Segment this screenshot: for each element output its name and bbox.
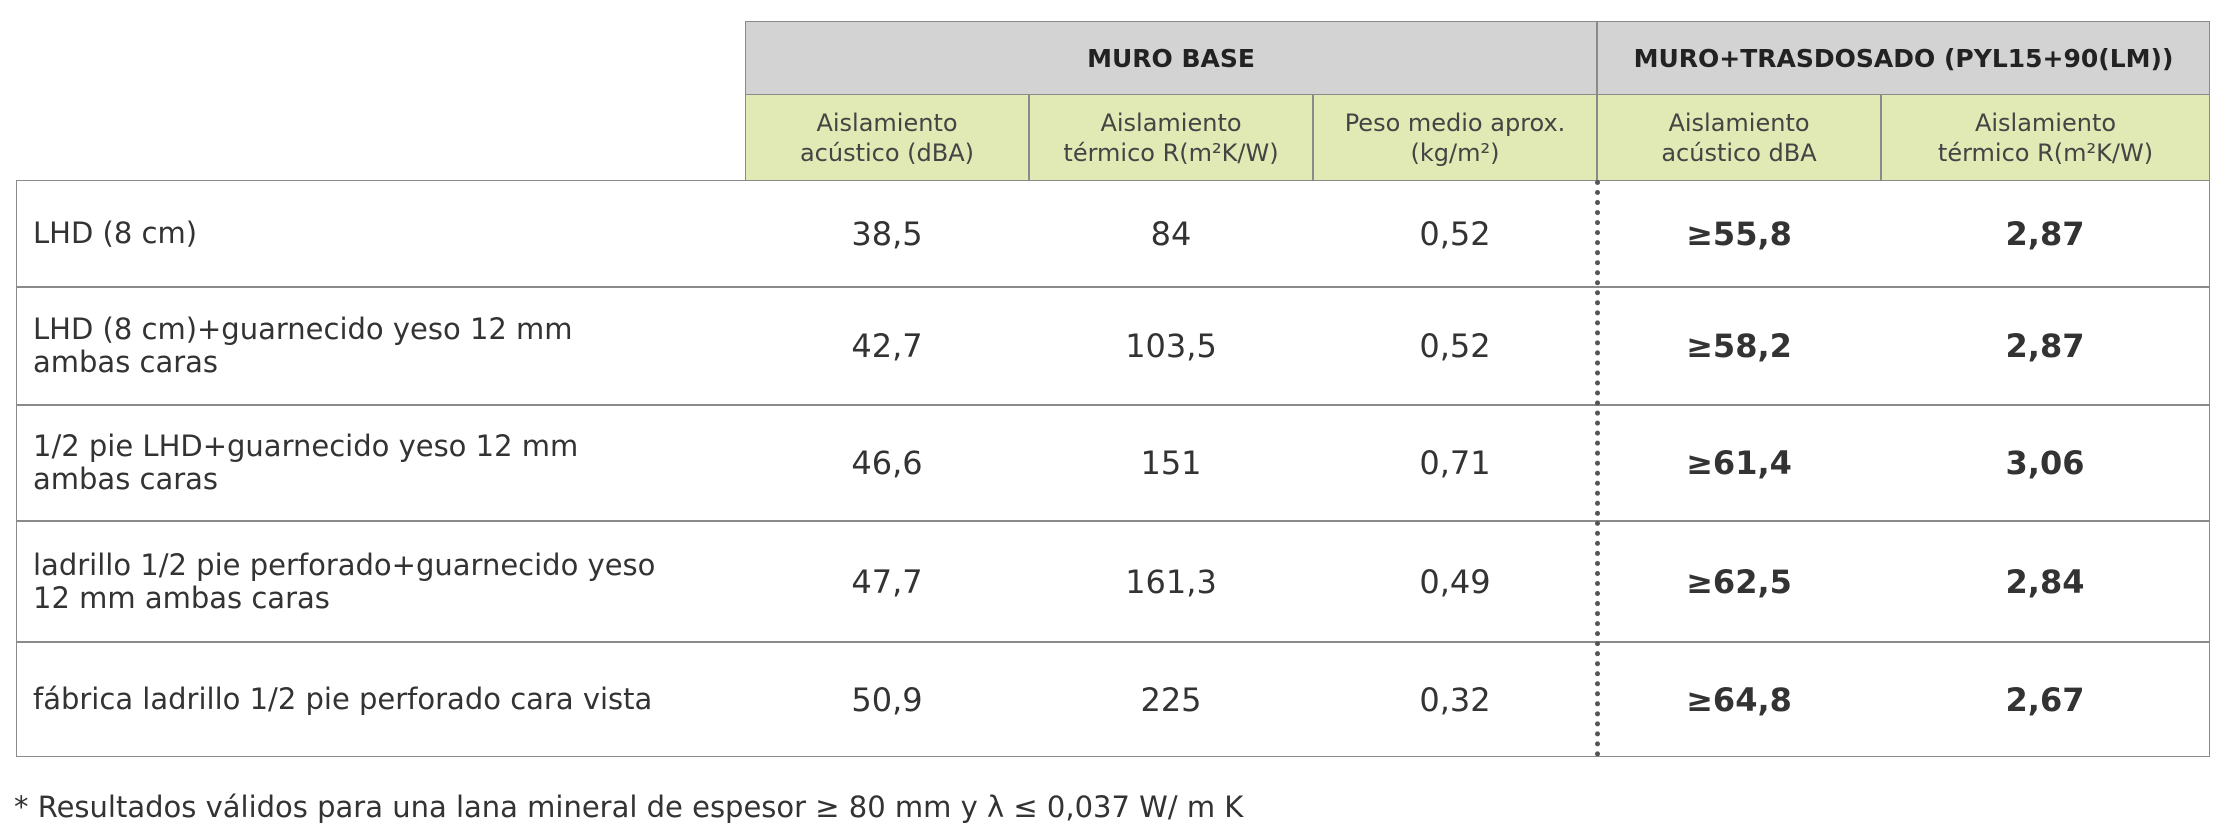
row-label-line: fábrica ladrillo 1/2 pie perforado cara … [33, 682, 653, 716]
value-cell: 0,52 [1313, 180, 1597, 287]
value-cell: 46,6 [745, 405, 1029, 521]
value-text: 103,5 [1125, 327, 1217, 365]
value-text: 38,5 [851, 214, 923, 253]
row-label-line: LHD (8 cm)+guarnecido yeso 12 mm [33, 312, 573, 346]
group-header: MURO+TRASDOSADO (PYL15+90(LM)) [1597, 21, 2210, 95]
sub-header-line: acústico dBA [1661, 138, 1817, 167]
footnote: * Resultados válidos para una lana miner… [14, 790, 1244, 824]
row-label: LHD (8 cm)+guarnecido yeso 12 mm ambas ca… [16, 287, 745, 405]
value-text: 2,87 [2005, 214, 2085, 253]
value-cell: 38,5 [745, 180, 1029, 287]
value-text: 2,84 [2005, 562, 2085, 601]
sub-header-line: Aislamiento [816, 108, 958, 137]
value-text: ≥64,8 [1686, 680, 1792, 719]
value-cell: 2,67 [1881, 642, 2210, 757]
value-text: 2,67 [2005, 680, 2085, 719]
value-text: ≥61,4 [1686, 444, 1792, 482]
value-text: 0,52 [1419, 327, 1491, 365]
value-text: 225 [1140, 680, 1202, 719]
row-label-line: 12 mm ambas caras [33, 580, 330, 615]
row-label-line: ladrillo 1/2 pie perforado+guarnecido ye… [33, 547, 656, 582]
value-text: 151 [1140, 444, 1202, 482]
sub-header-line: acústico (dBA) [799, 138, 975, 167]
value-text: ≥58,2 [1686, 327, 1792, 365]
value-cell: ≥55,8 [1597, 180, 1881, 287]
row-label-line: ambas caras [33, 462, 219, 496]
value-cell: 2,87 [1881, 287, 2210, 405]
value-cell: 0,71 [1313, 405, 1597, 521]
row-label: fábrica ladrillo 1/2 pie perforado cara … [16, 642, 745, 757]
value-cell: 161,3 [1029, 521, 1313, 642]
sub-header-line: térmico R(m²K/W) [1063, 138, 1279, 167]
value-cell: 42,7 [745, 287, 1029, 405]
value-cell: ≥64,8 [1597, 642, 1881, 757]
sub-header: Aislamiento térmico R(m²K/W) [1881, 94, 2210, 181]
value-cell: 151 [1029, 405, 1313, 521]
value-cell: 103,5 [1029, 287, 1313, 405]
value-cell: 2,84 [1881, 521, 2210, 642]
value-text: 2,87 [2005, 327, 2085, 365]
sub-header-line: térmico R(m²K/W) [1937, 138, 2154, 167]
value-text: 0,32 [1419, 680, 1491, 719]
row-label-line: 1/2 pie LHD+guarnecido yeso 12 mm [33, 429, 579, 463]
value-text: 46,6 [851, 444, 923, 482]
value-text: 47,7 [851, 562, 923, 601]
value-text: 3,06 [2005, 444, 2085, 482]
row-label: LHD (8 cm) [16, 180, 745, 287]
value-cell: ≥58,2 [1597, 287, 1881, 405]
value-cell: 0,49 [1313, 521, 1597, 642]
row-label: ladrillo 1/2 pie perforado+guarnecido ye… [16, 521, 745, 642]
value-cell: 50,9 [745, 642, 1029, 757]
value-text: 84 [1150, 214, 1192, 253]
sub-header-line: Peso medio aprox. [1344, 108, 1566, 137]
dotted-divider [1595, 180, 1600, 757]
value-cell: 0,52 [1313, 287, 1597, 405]
row-label: 1/2 pie LHD+guarnecido yeso 12 mm ambas c… [16, 405, 745, 521]
value-cell: 3,06 [1881, 405, 2210, 521]
group-header-text: MURO+TRASDOSADO (PYL15+90(LM)) [1633, 43, 2174, 73]
sub-header: Aislamiento acústico dBA [1597, 94, 1881, 181]
value-text: 161,3 [1125, 562, 1217, 601]
sub-header-line: Aislamiento [1668, 108, 1810, 137]
value-cell: ≥62,5 [1597, 521, 1881, 642]
value-text: 0,49 [1419, 562, 1491, 601]
sub-header-line: (kg/m²) [1410, 138, 1500, 167]
value-cell: 225 [1029, 642, 1313, 757]
row-label-line: LHD (8 cm) [33, 216, 198, 250]
row-label-line: ambas caras [33, 345, 219, 379]
value-cell: 47,7 [745, 521, 1029, 642]
value-text: 50,9 [851, 680, 923, 719]
sub-header: Peso medio aprox. (kg/m²) [1313, 94, 1597, 181]
value-cell: ≥61,4 [1597, 405, 1881, 521]
sub-header: Aislamiento acústico (dBA) [745, 94, 1029, 181]
value-cell: 0,32 [1313, 642, 1597, 757]
value-text: 0,71 [1419, 444, 1491, 482]
sub-header: Aislamiento térmico R(m²K/W) [1029, 94, 1313, 181]
value-text: ≥55,8 [1686, 214, 1792, 253]
sub-header-line: Aislamiento [1974, 108, 2117, 137]
sub-header-line: Aislamiento [1100, 108, 1242, 137]
group-header: MURO BASE [745, 21, 1597, 95]
value-text: ≥62,5 [1686, 562, 1792, 601]
group-header-text: MURO BASE [1087, 43, 1255, 73]
value-cell: 84 [1029, 180, 1313, 287]
value-text: 0,52 [1419, 214, 1491, 253]
value-cell: 2,87 [1881, 180, 2210, 287]
value-text: 42,7 [851, 327, 923, 365]
